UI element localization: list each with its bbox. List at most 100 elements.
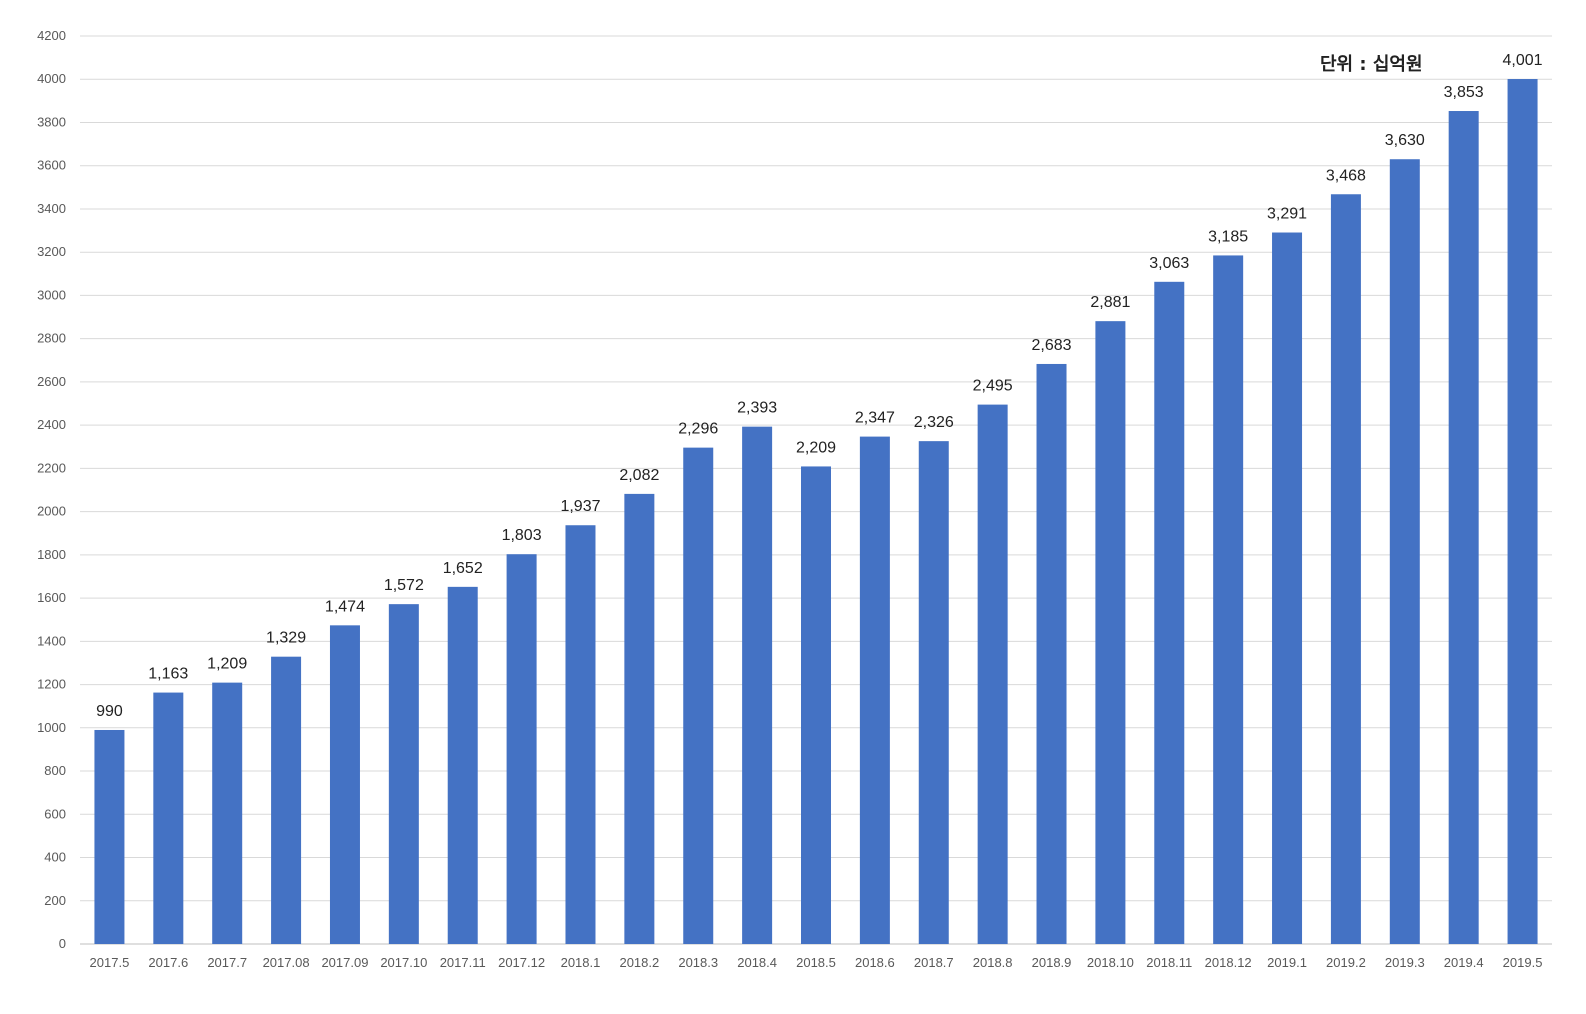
y-tick-label: 1000 <box>37 720 66 735</box>
y-axis-ticks: 0 200 400 600 800 1000 1200 1400 1600 1800 2000 220… <box>37 28 66 951</box>
x-tick-label: 2019.1 <box>1267 955 1307 970</box>
data-label: 3,630 <box>1385 132 1425 149</box>
y-tick-label: 1400 <box>37 633 66 648</box>
gridlines <box>80 35 1552 945</box>
x-axis-ticks: 2017.5 2017.6 2017.7 2017.08 2017.09 2017.10 2… <box>90 955 1543 970</box>
unit-note: 단위 : 십억원 <box>1320 54 1423 75</box>
x-tick-label: 2018.3 <box>678 955 718 970</box>
x-tick-label: 2019.3 <box>1385 955 1425 970</box>
bar <box>742 426 773 944</box>
x-tick-label: 2018.12 <box>1205 955 1252 970</box>
x-tick-label: 2019.5 <box>1503 955 1543 970</box>
data-label: 1,937 <box>560 498 600 515</box>
data-label: 2,082 <box>619 467 659 484</box>
data-label: 3,063 <box>1149 255 1189 272</box>
bar <box>1272 232 1303 944</box>
x-tick-label: 2018.10 <box>1087 955 1134 970</box>
bar <box>329 625 360 944</box>
data-label: 3,185 <box>1208 228 1248 245</box>
x-tick-label: 2018.5 <box>796 955 836 970</box>
x-tick-label: 2018.2 <box>619 955 659 970</box>
bar <box>565 525 596 944</box>
y-tick-label: 2800 <box>37 331 66 346</box>
data-label: 2,347 <box>855 410 895 427</box>
bar <box>624 493 655 944</box>
bar <box>859 436 890 944</box>
data-label: 2,881 <box>1090 294 1130 311</box>
bar <box>1036 363 1067 944</box>
x-tick-label: 2018.7 <box>914 955 954 970</box>
data-label: 2,209 <box>796 439 836 456</box>
x-tick-label: 2018.9 <box>1032 955 1072 970</box>
data-label: 3,468 <box>1326 167 1366 184</box>
bar <box>153 692 184 944</box>
data-labels: 990 1,163 1,209 1,329 1,474 1,572 1,652 1,803 1,… <box>96 52 1543 720</box>
data-label: 2,495 <box>973 378 1013 395</box>
data-label: 2,683 <box>1031 337 1071 354</box>
bar <box>271 656 302 944</box>
bar <box>977 404 1008 945</box>
data-label: 3,291 <box>1267 206 1307 223</box>
bar <box>918 441 949 944</box>
y-tick-label: 2600 <box>37 374 66 389</box>
bar <box>388 604 419 944</box>
data-label: 1,163 <box>148 666 188 683</box>
x-tick-label: 2018.8 <box>973 955 1013 970</box>
x-tick-label: 2018.4 <box>737 955 777 970</box>
bar <box>683 447 714 944</box>
bar <box>506 554 537 944</box>
y-tick-label: 3200 <box>37 244 66 259</box>
data-label: 2,296 <box>678 421 718 438</box>
data-label: 4,001 <box>1503 52 1543 69</box>
x-tick-label: 2019.2 <box>1326 955 1366 970</box>
x-tick-label: 2017.11 <box>440 955 486 970</box>
y-tick-label: 1600 <box>37 590 66 605</box>
x-tick-label: 2018.6 <box>855 955 895 970</box>
y-tick-label: 3600 <box>37 158 66 173</box>
x-tick-label: 2018.1 <box>561 955 601 970</box>
y-tick-label: 400 <box>44 850 66 865</box>
data-label: 1,652 <box>443 560 483 577</box>
bar <box>447 586 478 944</box>
data-label: 1,329 <box>266 630 306 647</box>
bar <box>94 729 125 944</box>
bar <box>1213 255 1244 944</box>
x-tick-label: 2018.11 <box>1146 955 1192 970</box>
x-tick-label: 2017.08 <box>263 955 310 970</box>
y-tick-label: 3400 <box>37 201 66 216</box>
data-label: 2,393 <box>737 400 777 417</box>
x-tick-label: 2017.12 <box>498 955 545 970</box>
y-tick-label: 3800 <box>37 114 66 129</box>
y-tick-label: 2000 <box>37 504 66 519</box>
y-tick-label: 800 <box>44 763 66 778</box>
y-tick-label: 2400 <box>37 417 66 432</box>
bar <box>1507 79 1538 944</box>
y-tick-label: 1200 <box>37 677 66 692</box>
y-tick-label: 3000 <box>37 287 66 302</box>
x-tick-label: 2017.09 <box>321 955 368 970</box>
x-tick-label: 2019.4 <box>1444 955 1484 970</box>
bar <box>801 466 831 944</box>
x-tick-label: 2017.6 <box>148 955 188 970</box>
bar <box>212 682 243 944</box>
y-tick-label: 600 <box>44 806 66 821</box>
data-label: 1,474 <box>325 598 365 615</box>
x-tick-label: 2017.5 <box>90 955 130 970</box>
bar <box>1095 321 1126 944</box>
y-tick-label: 200 <box>44 893 66 908</box>
data-label: 1,572 <box>384 577 424 594</box>
y-tick-label: 4200 <box>37 28 66 43</box>
bar <box>1330 194 1361 944</box>
y-tick-label: 2200 <box>37 460 66 475</box>
x-tick-label: 2017.7 <box>207 955 247 970</box>
data-label: 1,803 <box>502 527 542 544</box>
bars <box>94 79 1538 945</box>
data-label: 3,853 <box>1444 84 1484 101</box>
bar <box>1448 111 1479 945</box>
y-tick-label: 1800 <box>37 547 66 562</box>
y-tick-label: 0 <box>59 936 66 951</box>
bar <box>1389 159 1420 944</box>
bar <box>1154 281 1185 944</box>
data-label: 990 <box>96 703 123 720</box>
